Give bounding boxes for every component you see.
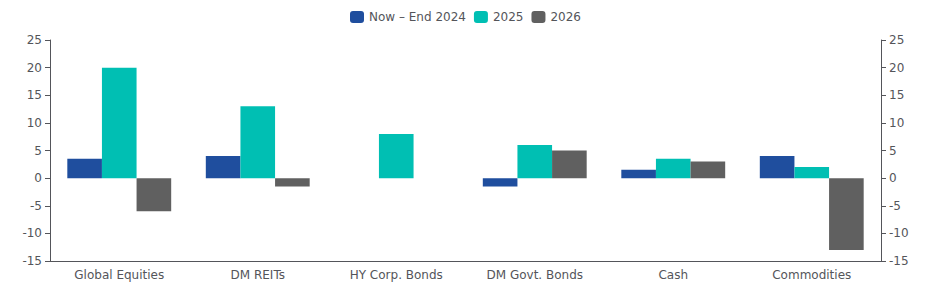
svg-text:Commodities: Commodities xyxy=(772,268,851,282)
svg-text:-5: -5 xyxy=(30,199,42,213)
svg-text:5: 5 xyxy=(34,144,42,158)
svg-text:25: 25 xyxy=(27,33,42,47)
svg-text:-10: -10 xyxy=(889,226,909,240)
svg-text:20: 20 xyxy=(27,61,42,75)
svg-text:0: 0 xyxy=(889,171,897,185)
svg-text:Cash: Cash xyxy=(658,268,688,282)
svg-text:5: 5 xyxy=(889,144,897,158)
svg-text:20: 20 xyxy=(889,61,904,75)
svg-text:2026: 2026 xyxy=(550,10,581,24)
svg-text:-15: -15 xyxy=(22,254,42,268)
svg-text:25: 25 xyxy=(889,33,904,47)
svg-text:0: 0 xyxy=(34,171,42,185)
svg-text:DM Govt. Bonds: DM Govt. Bonds xyxy=(486,268,583,282)
svg-text:Global Equities: Global Equities xyxy=(74,268,164,282)
svg-text:10: 10 xyxy=(889,116,904,130)
svg-text:Now – End 2024: Now – End 2024 xyxy=(369,10,466,24)
svg-text:-15: -15 xyxy=(889,254,909,268)
svg-text:-10: -10 xyxy=(22,226,42,240)
svg-text:15: 15 xyxy=(889,88,904,102)
svg-text:15: 15 xyxy=(27,88,42,102)
svg-text:2025: 2025 xyxy=(493,10,524,24)
svg-text:HY Corp. Bonds: HY Corp. Bonds xyxy=(350,268,443,282)
svg-text:10: 10 xyxy=(27,116,42,130)
svg-text:-5: -5 xyxy=(889,199,901,213)
svg-text:DM REITs: DM REITs xyxy=(231,268,285,282)
